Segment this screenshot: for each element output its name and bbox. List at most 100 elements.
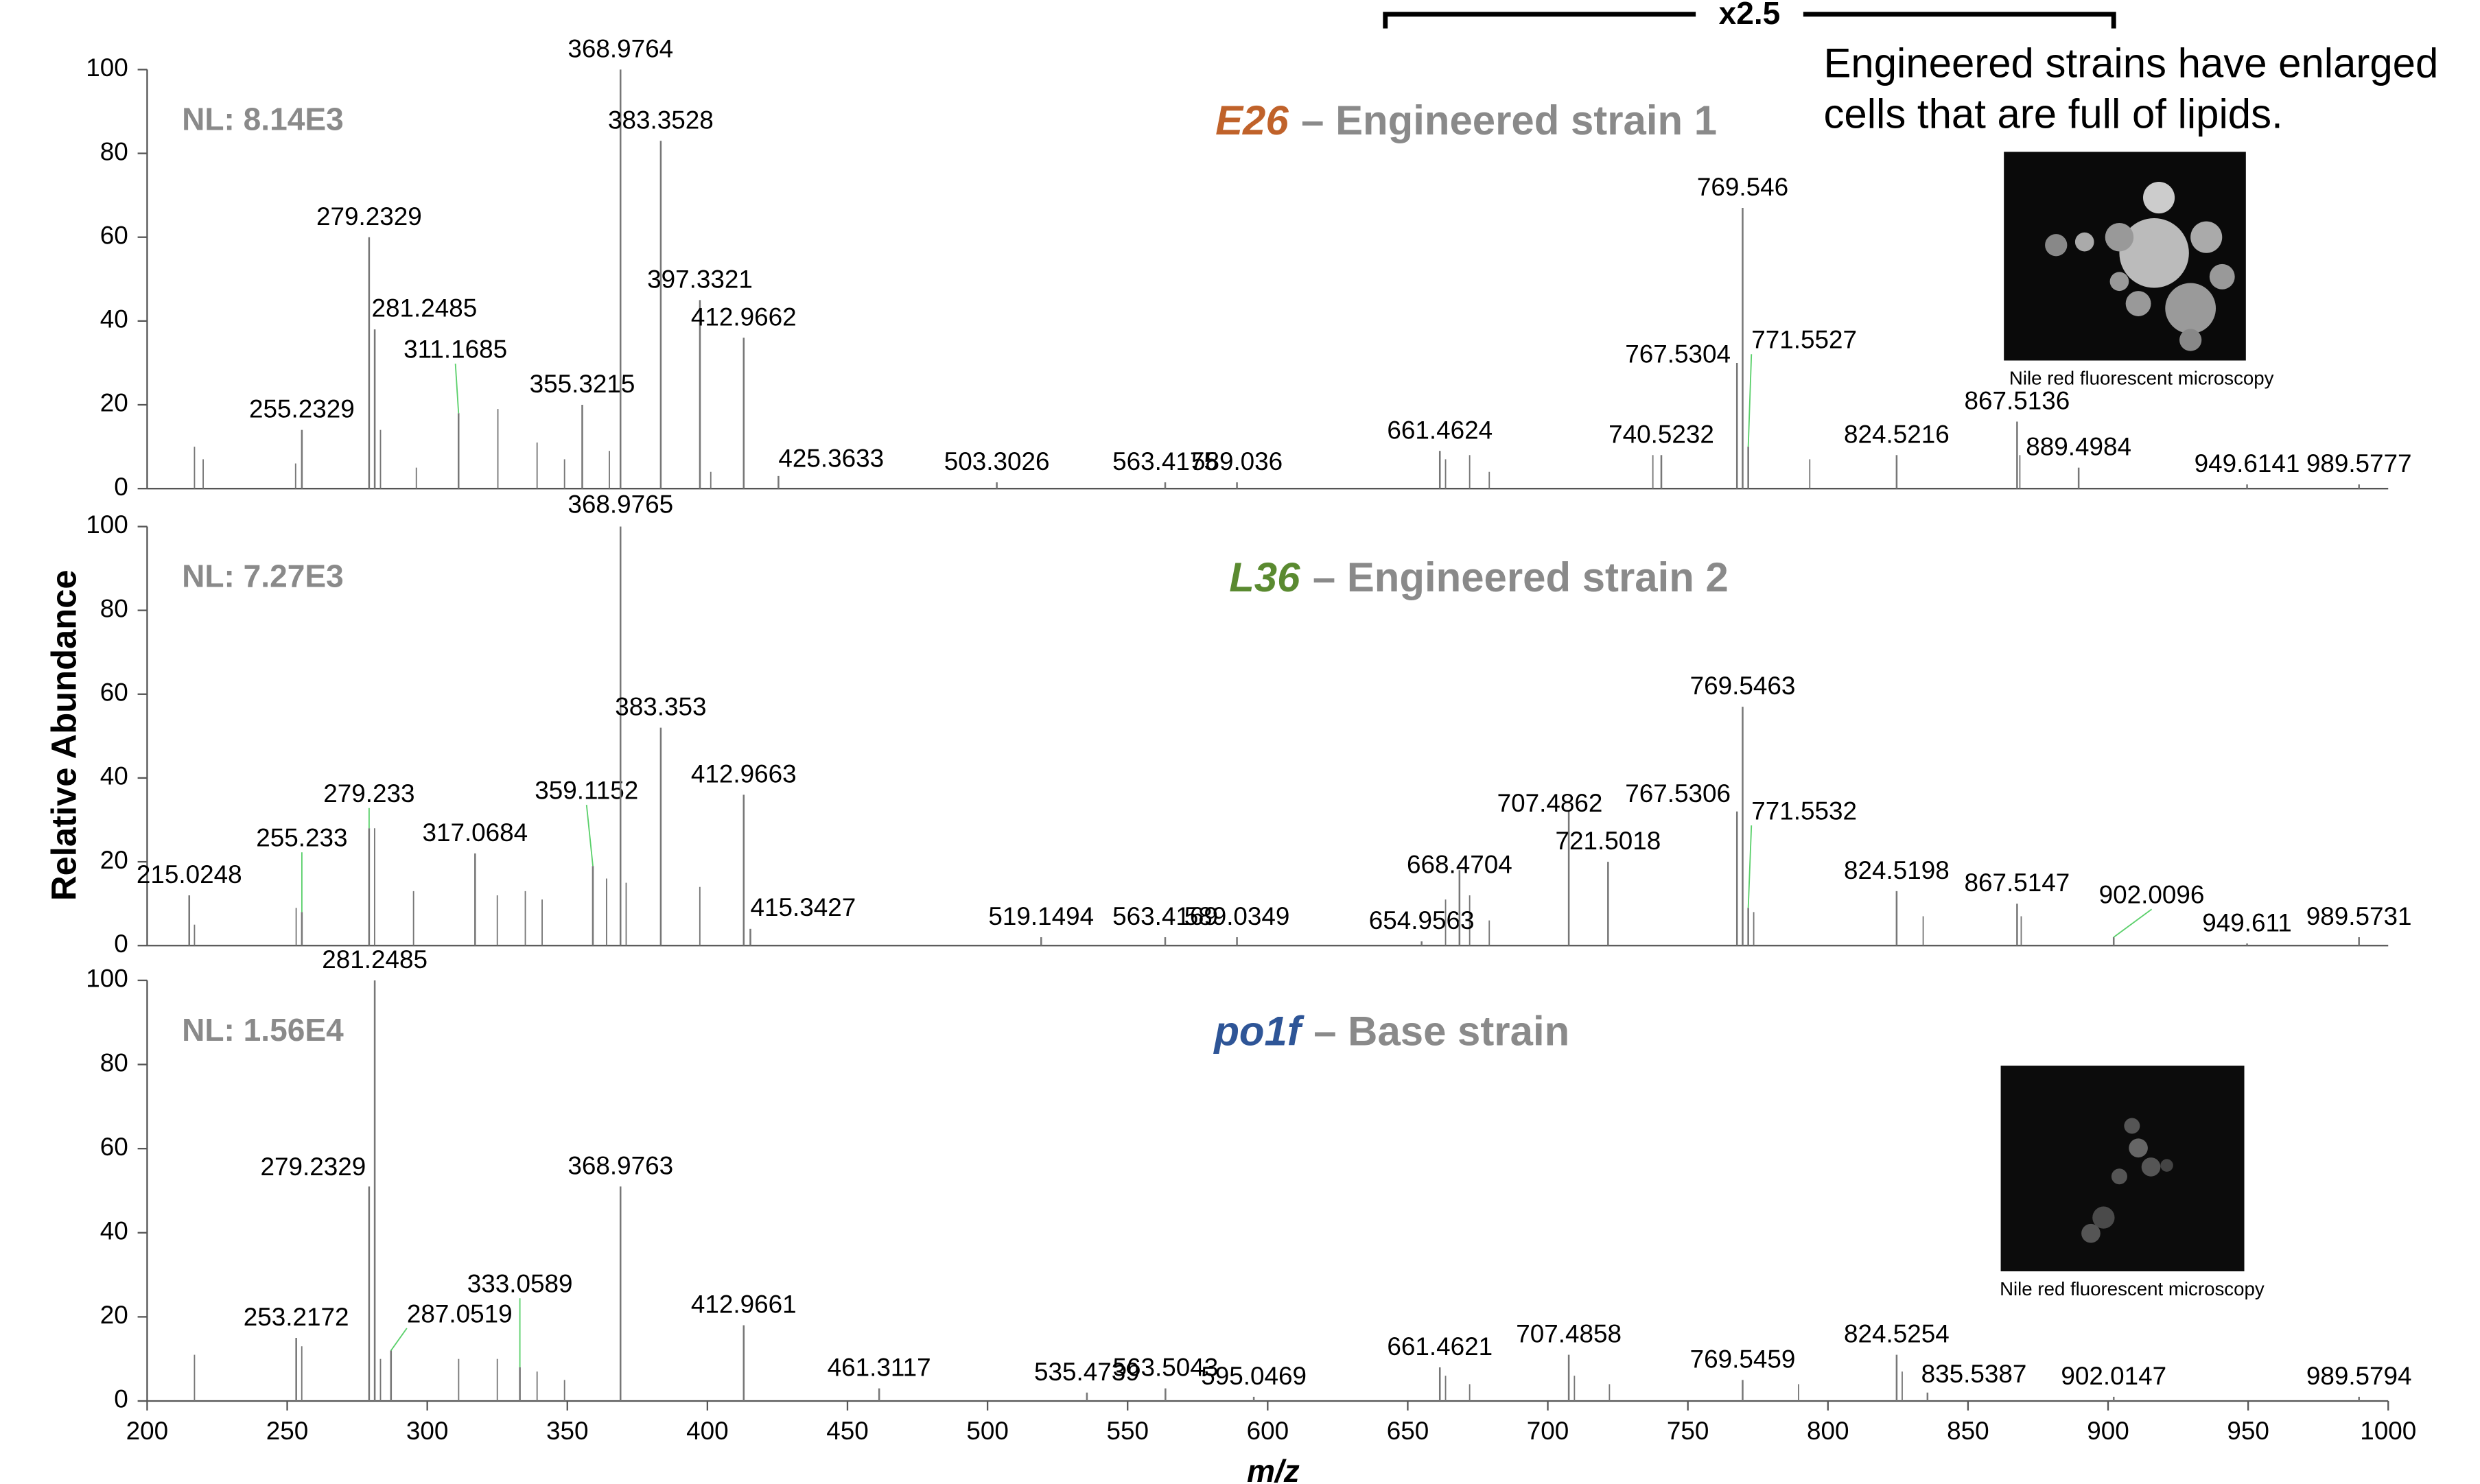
peak-label: 949.6141 [2195, 449, 2300, 478]
figure: Relative Abundance m/z Engineered strain… [0, 0, 2480, 1484]
y-tick-label: 80 [100, 137, 128, 165]
peak-label: 824.5198 [1844, 856, 1950, 884]
peak-label: 721.5018 [1555, 827, 1661, 855]
y-tick-label: 20 [100, 846, 128, 874]
peak-label: 503.3026 [944, 447, 1050, 475]
peak-label: 595.0469 [1201, 1362, 1307, 1390]
x-tick-label: 500 [966, 1417, 1009, 1445]
peak-label: 461.3117 [828, 1354, 931, 1382]
peak-label: 253.2172 [244, 1303, 349, 1331]
normalization-level: NL: 8.14E3 [182, 102, 344, 137]
peak-label: 412.9661 [691, 1291, 797, 1319]
x-tick-label: 450 [826, 1417, 869, 1445]
peak-label: 415.3427 [751, 893, 856, 921]
peak-label: 767.5304 [1625, 340, 1731, 368]
x-tick-label: 300 [406, 1417, 449, 1445]
x-tick-label: 950 [2227, 1417, 2269, 1445]
peak-label: 769.5459 [1690, 1345, 1796, 1373]
x-tick-label: 800 [1807, 1417, 1849, 1445]
x-tick-label: 750 [1667, 1417, 1709, 1445]
peak-label: 359.1152 [535, 776, 638, 804]
y-tick-label: 80 [100, 594, 128, 622]
y-tick-label: 40 [100, 1217, 128, 1245]
micrograph [2001, 1065, 2245, 1271]
y-tick-label: 60 [100, 1133, 128, 1161]
y-tick-label: 60 [100, 679, 128, 707]
y-tick-label: 100 [86, 54, 128, 82]
peak-label: 889.4984 [2026, 433, 2131, 461]
peak-label: 368.9765 [568, 490, 673, 518]
peak-label: 255.233 [256, 824, 347, 852]
peak-label: 397.3321 [647, 265, 753, 293]
peak-label: 279.2329 [316, 202, 422, 231]
strain-description: – Engineered strain 2 [1313, 554, 1729, 600]
x-tick-label: 550 [1106, 1417, 1149, 1445]
y-tick-label: 60 [100, 221, 128, 249]
label-connector [1748, 825, 1752, 908]
strain-name: po1f [1213, 1008, 1305, 1054]
bracket-label: x2.5 [1719, 0, 1781, 31]
peak-label: 661.4621 [1387, 1332, 1493, 1361]
x-tick-label: 350 [546, 1417, 588, 1445]
peak-label: 771.5532 [1751, 797, 1857, 825]
peak-label: 281.2485 [322, 945, 428, 974]
peak-label: 771.5527 [1751, 326, 1857, 354]
peak-label: 383.353 [615, 693, 706, 721]
peak-label: 412.9663 [691, 759, 797, 788]
peak-label: 835.5387 [1921, 1360, 2027, 1388]
x-tick-label: 400 [686, 1417, 728, 1445]
peak-label: 279.233 [323, 779, 414, 808]
peak-label: 668.4704 [1407, 851, 1512, 879]
y-tick-label: 100 [86, 510, 128, 539]
x-tick-label: 650 [1387, 1417, 1429, 1445]
peak-label: 989.5731 [2306, 902, 2412, 930]
peak-label: 767.5306 [1625, 779, 1731, 808]
peak-label: 989.5777 [2306, 449, 2412, 478]
peak-label: 949.611 [2202, 908, 2292, 937]
strain-name: L36 [1229, 554, 1300, 600]
peak-label: 255.2329 [249, 395, 355, 423]
panel-title: L36 – Engineered strain 2 [1229, 554, 1729, 600]
label-connector [456, 364, 459, 413]
peak-label: 279.2329 [261, 1153, 366, 1181]
y-tick-label: 0 [114, 473, 128, 501]
y-tick-label: 0 [114, 1385, 128, 1413]
peak-label: 902.0147 [2061, 1362, 2166, 1390]
y-tick-label: 40 [100, 762, 128, 790]
peak-label: 412.9662 [691, 303, 797, 331]
y-tick-label: 20 [100, 389, 128, 417]
y-tick-label: 0 [114, 930, 128, 958]
peak-label: 740.5232 [1609, 420, 1714, 448]
label-connector [2114, 909, 2151, 937]
label-connector [391, 1328, 407, 1350]
peak-label: 707.4862 [1497, 789, 1603, 817]
y-tick-label: 100 [86, 965, 128, 993]
peak-label: 368.9763 [568, 1151, 673, 1179]
peak-label: 769.546 [1697, 173, 1788, 201]
x-tick-label: 900 [2087, 1417, 2129, 1445]
peak-label: 589.036 [1191, 447, 1283, 475]
strain-name: E26 [1215, 97, 1289, 143]
label-connector [1748, 354, 1752, 447]
y-tick-label: 40 [100, 305, 128, 333]
caption: Nile red fluorescent microscopy [2009, 367, 2274, 388]
peak-label: 654.9563 [1369, 906, 1475, 934]
x-axis-label: m/z [1247, 1453, 1300, 1484]
peak-label: 589.0349 [1184, 902, 1290, 930]
peak-label: 902.0096 [2099, 881, 2205, 909]
peak-label: 867.5147 [1965, 869, 2070, 897]
annotation: Engineered strains have enlarged [1823, 40, 2438, 86]
peak-label: 383.3528 [608, 106, 714, 134]
label-connector [587, 805, 593, 866]
peak-label: 867.5136 [1965, 387, 2070, 415]
peak-label: 824.5216 [1844, 420, 1950, 448]
strain-description: – Engineered strain 1 [1301, 97, 1717, 143]
caption: Nile red fluorescent microscopy [2000, 1278, 2265, 1299]
peak-label: 519.1494 [988, 902, 1094, 930]
annotation: cells that are full of lipids. [1823, 91, 2282, 137]
peak-label: 215.0248 [137, 860, 242, 888]
x-tick-label: 200 [126, 1417, 169, 1445]
x-tick-label: 700 [1527, 1417, 1569, 1445]
peak-label: 311.1685 [403, 335, 507, 363]
peak-label: 661.4624 [1387, 416, 1493, 444]
